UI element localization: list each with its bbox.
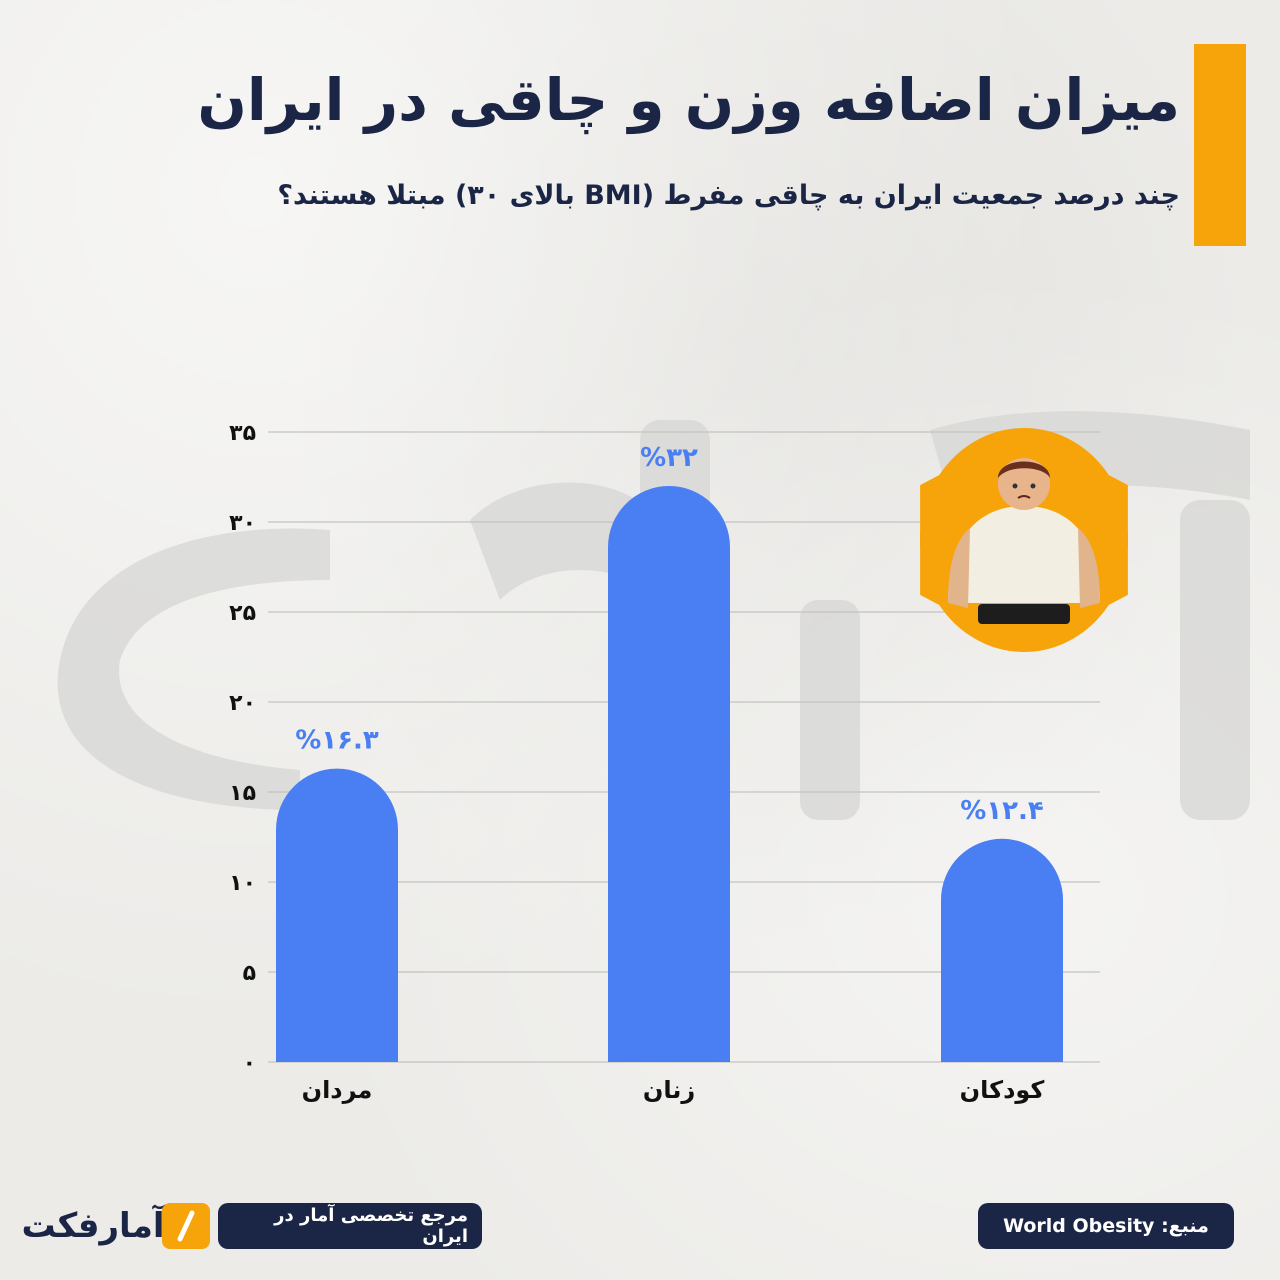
bar	[608, 486, 730, 1062]
y-tick-label: ۰	[243, 1051, 256, 1076]
category-label: مردان	[302, 1076, 373, 1104]
y-tick-label: ۲۵	[229, 601, 256, 626]
y-tick-label: ۱۵	[229, 781, 256, 806]
y-tick-label: ۲۰	[229, 691, 256, 716]
page-subtitle: چند درصد جمعیت ایران به چاقی مفرط (BMI ب…	[277, 180, 1180, 211]
category-label: کودکان	[960, 1076, 1045, 1104]
brand-tagline: مرجع تخصصی آمار در ایران	[218, 1203, 482, 1249]
bar	[941, 838, 1063, 1062]
overweight-person-icon	[920, 428, 1128, 652]
data-label: %۱۲.۴	[960, 796, 1044, 826]
slash-mark-icon	[162, 1203, 210, 1249]
y-tick-label: ۱۰	[229, 871, 256, 896]
y-tick-label: ۳۰	[229, 511, 256, 536]
page-title: میزان اضافه وزن و چاقی در ایران	[197, 66, 1180, 134]
bar	[276, 768, 398, 1062]
y-tick-label: ۳۵	[229, 421, 256, 446]
y-tick-label: ۵	[243, 961, 256, 986]
accent-bar	[1194, 44, 1246, 246]
category-label: زنان	[643, 1076, 695, 1104]
brand-logo: آمارفکت	[21, 1206, 165, 1246]
source-label: منبع: World Obesity	[978, 1203, 1234, 1249]
data-label: %۱۶.۳	[295, 726, 379, 756]
data-label: %۳۲	[640, 443, 698, 473]
